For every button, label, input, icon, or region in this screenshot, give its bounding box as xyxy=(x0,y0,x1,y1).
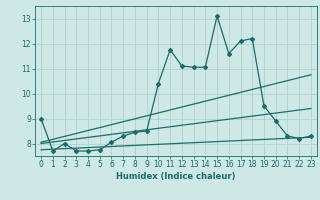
X-axis label: Humidex (Indice chaleur): Humidex (Indice chaleur) xyxy=(116,172,236,181)
